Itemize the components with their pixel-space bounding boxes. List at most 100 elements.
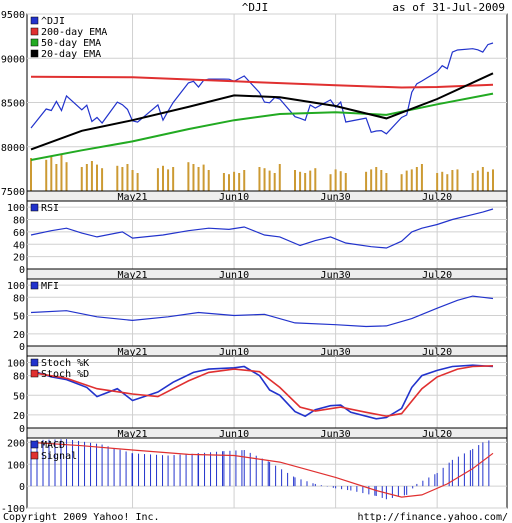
y-tick-label: -100	[1, 504, 25, 515]
volume-bar	[456, 169, 459, 191]
x-tick-label: Jul20	[422, 192, 452, 203]
x-tick-label: May21	[117, 347, 147, 358]
y-tick-label: 80	[13, 372, 25, 383]
volume-bar	[167, 169, 170, 191]
volume-bar	[334, 169, 337, 191]
panel-frame	[26, 278, 508, 347]
series-line-signal	[30, 441, 494, 498]
y-tick-label: 8000	[1, 143, 25, 154]
volume-bar	[258, 167, 261, 191]
legend-label: RSI	[41, 203, 59, 214]
legend-label: Signal	[41, 451, 77, 462]
volume-bar	[436, 173, 439, 191]
y-tick-label: 100	[7, 460, 25, 471]
volume-bar	[45, 159, 48, 191]
y-tick-label: 20	[13, 330, 25, 341]
x-tick-label: May21	[117, 192, 147, 203]
volume-bar	[415, 167, 418, 191]
chart-title: ^DJI	[242, 1, 269, 14]
volume-bar	[294, 170, 296, 191]
y-tick-label: 0	[19, 342, 25, 353]
volume-bar	[263, 168, 266, 191]
legend-swatch	[30, 16, 39, 25]
series-line-stoch-d	[30, 365, 494, 418]
volume-bar	[400, 174, 403, 191]
volume-bar	[60, 153, 63, 191]
volume-bar	[344, 173, 347, 191]
series-line-20-day-ema	[30, 72, 494, 151]
volume-bar	[228, 174, 230, 191]
y-tick-label: 20	[13, 253, 25, 264]
y-tick-label: 9500	[1, 10, 25, 21]
volume-bar	[233, 171, 236, 191]
legend-label: Stoch %K	[41, 358, 89, 369]
legend-swatch	[30, 451, 39, 460]
volume-bar	[314, 168, 317, 191]
y-tick-label: 8500	[1, 99, 25, 110]
volume-bar	[222, 173, 225, 191]
panel-frame	[26, 437, 508, 509]
y-tick-label: 0	[19, 482, 25, 493]
y-tick-label: 0	[19, 424, 25, 435]
legend-swatch	[30, 369, 39, 378]
x-tick-label: May21	[117, 270, 147, 281]
y-tick-label: 20	[13, 411, 25, 422]
volume-bar	[156, 168, 159, 191]
volume-bar	[187, 162, 190, 191]
x-tick-label: Jul20	[422, 347, 452, 358]
volume-bar	[476, 170, 479, 191]
legend-label: MACD	[41, 440, 65, 451]
y-tick-label: 100	[7, 203, 25, 214]
x-tick-label: Jun10	[219, 347, 249, 358]
y-tick-label: 60	[13, 228, 25, 239]
x-tick-label: Jul20	[422, 270, 452, 281]
volume-bar	[90, 161, 93, 191]
legend-swatch	[30, 281, 39, 290]
volume-bar	[441, 171, 444, 191]
series-line-mfi	[30, 295, 494, 328]
volume-bar	[481, 167, 484, 191]
as-of-date: as of 31-Jul-2009	[392, 1, 505, 14]
legend-label: 200-day EMA	[41, 27, 107, 38]
y-tick-label: 50	[13, 312, 25, 323]
volume-bar	[385, 173, 388, 191]
volume-bar	[65, 162, 68, 191]
volume-bar	[471, 173, 474, 191]
volume-bar	[172, 167, 175, 191]
x-tick-label: Jun30	[321, 347, 351, 358]
volume-bar	[192, 164, 195, 191]
legend-label: MFI	[41, 281, 59, 292]
x-tick-label: Jul20	[422, 429, 452, 440]
volume-bar	[375, 167, 378, 191]
volume-bar	[30, 158, 32, 191]
volume-bar	[101, 168, 104, 191]
volume-bar	[492, 169, 494, 191]
volume-bar	[329, 174, 332, 191]
y-tick-label: 80	[13, 293, 25, 304]
volume-bar	[80, 167, 83, 191]
volume-bar	[202, 164, 205, 191]
y-tick-label: 50	[13, 391, 25, 402]
volume-bar	[238, 173, 241, 191]
volume-bar	[451, 170, 454, 191]
series-line-stoch-k	[30, 364, 494, 420]
y-tick-label: 100	[7, 359, 25, 370]
volume-bar	[299, 171, 302, 191]
volume-bar	[365, 171, 368, 191]
y-tick-label: 0	[19, 265, 25, 276]
y-tick-label: 7500	[1, 187, 25, 198]
legend-label: ^DJI	[41, 16, 65, 27]
legend-label: 20-day EMA	[41, 49, 101, 60]
volume-bar	[370, 169, 373, 191]
volume-bar	[162, 165, 164, 191]
volume-bar	[309, 170, 312, 191]
volume-bar	[121, 167, 124, 191]
volume-bar	[273, 173, 276, 191]
legend-swatch	[30, 203, 39, 212]
volume-bar	[405, 170, 408, 191]
